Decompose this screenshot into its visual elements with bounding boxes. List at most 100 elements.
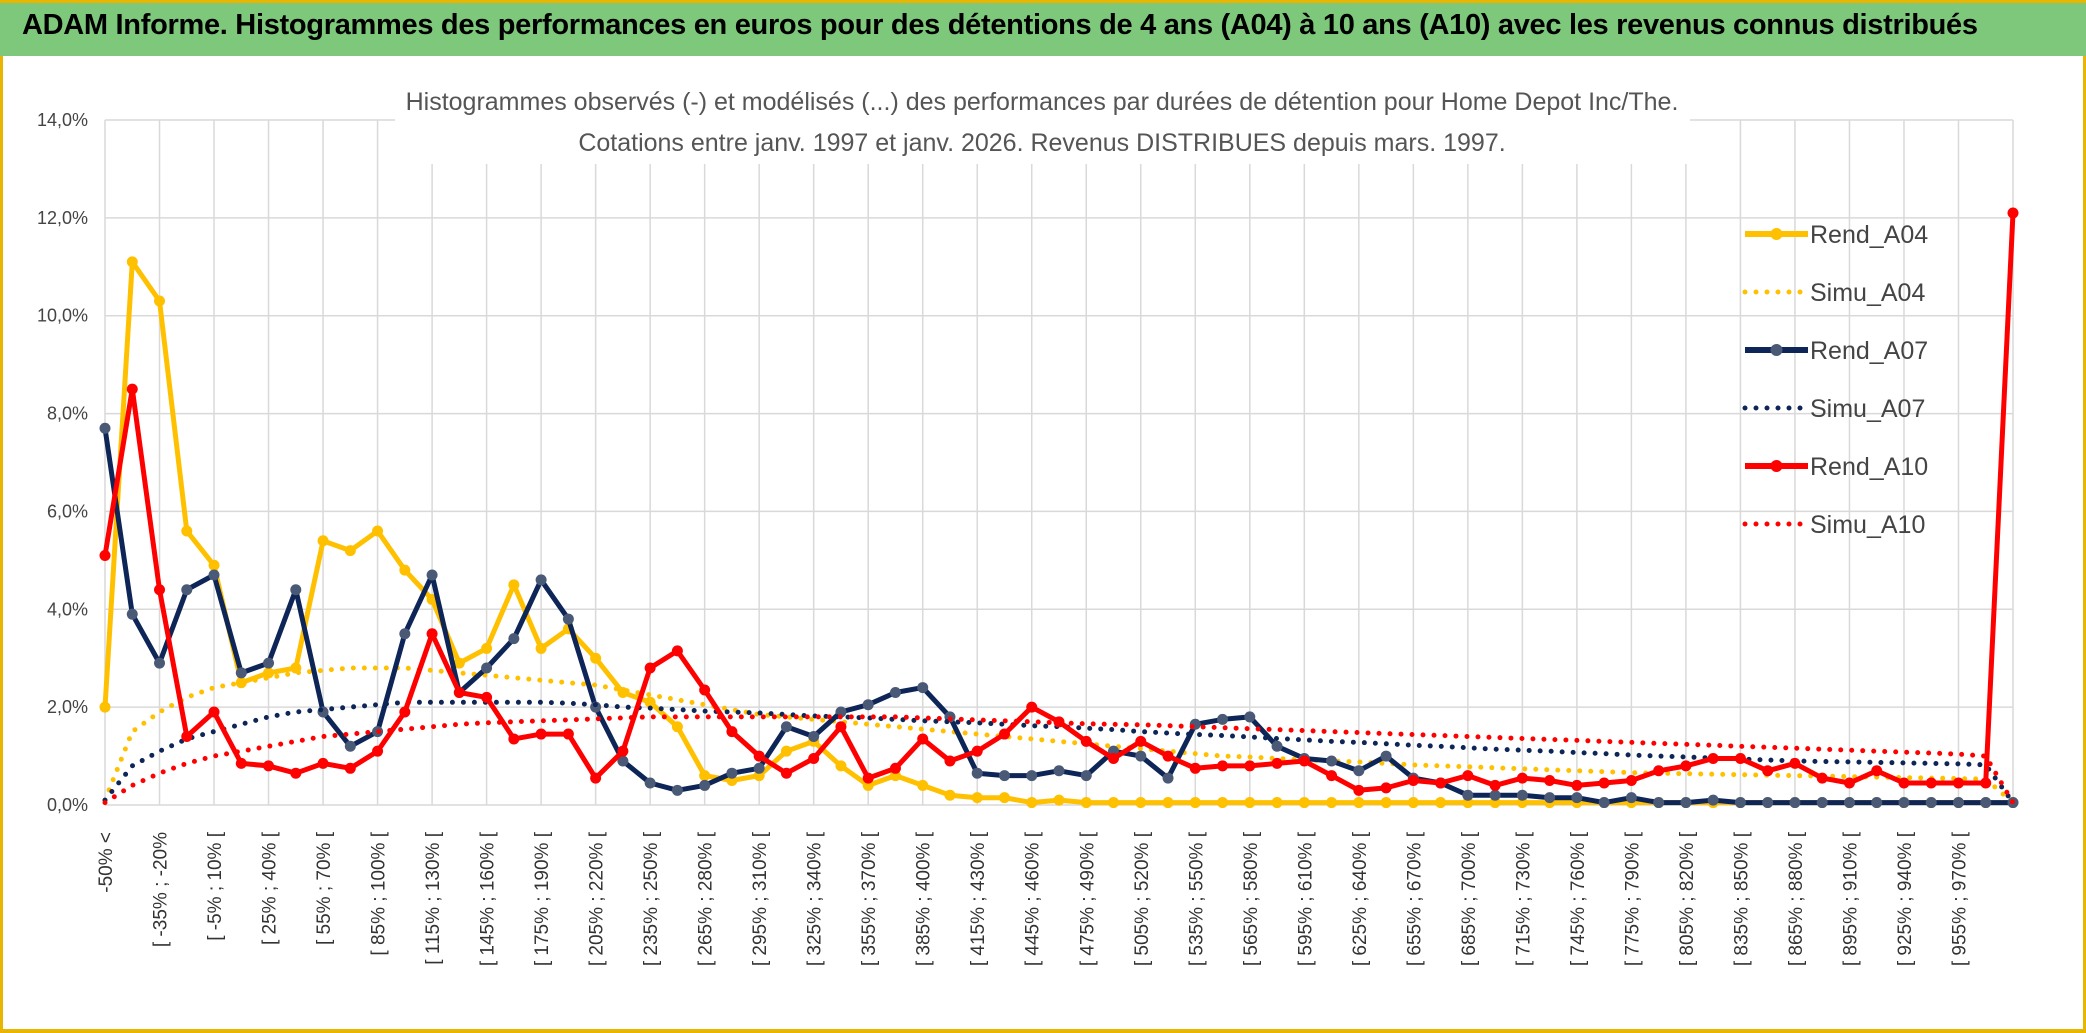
data-point [1952, 777, 1964, 789]
x-tick-label: [ 55% ; 70% [ [314, 831, 335, 945]
data-point [998, 728, 1010, 740]
data-point [1271, 797, 1283, 809]
legend-item-rend-a10[interactable]: Rend_A10 [1745, 453, 1928, 481]
data-point [317, 535, 329, 547]
data-point [808, 731, 820, 742]
data-point [862, 699, 874, 711]
data-point [753, 750, 765, 762]
data-point [235, 757, 247, 769]
x-tick-label: [ 715% ; 730% [ [1513, 831, 1534, 966]
data-point [1326, 770, 1338, 782]
data-point [1326, 797, 1338, 809]
data-point [753, 762, 765, 774]
data-point [181, 525, 193, 537]
data-point [1680, 797, 1692, 809]
data-point [590, 772, 602, 784]
data-point [726, 726, 738, 738]
data-point [590, 652, 602, 664]
data-point [1162, 772, 1174, 784]
data-point [1244, 760, 1256, 772]
data-point [1898, 797, 1910, 809]
legend-item-rend-a07[interactable]: Rend_A07 [1745, 337, 1928, 365]
data-point [1407, 775, 1419, 787]
data-point [1271, 740, 1283, 752]
data-point [1217, 713, 1229, 725]
y-axis-tick-labels: 0,0% 2,0% 4,0% 6,0% 8,0% 10,0% 12,0% 14,0% [37, 110, 88, 815]
data-point [1653, 797, 1665, 809]
data-point [1189, 762, 1201, 774]
data-point [1762, 797, 1774, 809]
data-point [508, 633, 520, 645]
x-tick-label: [ 805% ; 820% [ [1677, 831, 1698, 966]
data-point [1980, 777, 1992, 789]
page-title: ADAM Informe. Histogrammes des performan… [22, 9, 1978, 41]
data-point [2007, 207, 2019, 219]
x-tick-label: [ 595% ; 610% [ [1295, 831, 1316, 966]
data-point [453, 657, 465, 669]
x-tick-label: [ 955% ; 970% [ [1949, 831, 1970, 966]
data-point [535, 574, 547, 586]
data-point [944, 789, 956, 801]
data-point [835, 721, 847, 733]
data-point [481, 691, 493, 703]
data-point [1843, 797, 1855, 809]
data-point [644, 777, 656, 789]
data-point [808, 753, 820, 765]
data-point [1952, 797, 1964, 809]
x-tick-label: [ -5% ; 10% [ [205, 831, 226, 940]
x-tick-label: [ 25% ; 40% [ [260, 831, 281, 945]
legend-item-simu-a04[interactable]: Simu_A04 [1742, 279, 1925, 307]
data-point [126, 256, 138, 268]
data-point [372, 525, 384, 537]
data-point [780, 745, 792, 757]
data-point [317, 757, 329, 769]
data-point [508, 733, 520, 745]
data-point [399, 564, 411, 576]
chart-frame [0, 56, 2086, 1033]
data-point [1925, 797, 1937, 809]
data-point [1625, 775, 1637, 787]
data-point [1489, 789, 1501, 801]
y-tick-label: 12,0% [37, 208, 88, 228]
legend-marker [1770, 344, 1783, 356]
data-point [1380, 797, 1392, 809]
data-point [699, 770, 711, 782]
data-point [1108, 797, 1120, 809]
data-point [971, 745, 983, 757]
data-point [644, 662, 656, 674]
data-point [644, 696, 656, 708]
legend-item-rend-a04[interactable]: Rend_A04 [1745, 221, 1928, 249]
data-point [290, 584, 302, 596]
legend-item-simu-a10[interactable]: Simu_A10 [1742, 511, 1925, 539]
data-point [1026, 770, 1038, 782]
legend[interactable]: Rend_A04 Simu_A04 Rend_A07 Simu_A07 Rend_A10… [1742, 221, 1928, 539]
data-point [99, 549, 111, 561]
data-point [889, 686, 901, 698]
data-point [1898, 777, 1910, 789]
data-point [889, 762, 901, 774]
data-point [535, 642, 547, 654]
y-tick-label: 6,0% [47, 501, 88, 521]
data-point [1816, 797, 1828, 809]
data-point [208, 559, 220, 571]
x-tick-label: [ 565% ; 580% [ [1241, 831, 1262, 966]
data-point [1571, 792, 1583, 804]
y-tick-label: 4,0% [47, 599, 88, 619]
legend-label: Simu_A10 [1810, 511, 1925, 539]
legend-label: Rend_A10 [1810, 453, 1928, 481]
data-point [1380, 782, 1392, 794]
y-tick-label: 2,0% [47, 697, 88, 717]
series-layer [99, 207, 2019, 809]
data-point [1816, 772, 1828, 784]
data-point [399, 628, 411, 640]
data-point [1734, 797, 1746, 809]
data-point [1298, 797, 1310, 809]
data-point [154, 657, 166, 669]
x-tick-label: [ 655% ; 670% [ [1404, 831, 1425, 966]
x-tick-label: [ 745% ; 760% [ [1568, 831, 1589, 966]
legend-item-simu-a07[interactable]: Simu_A07 [1742, 395, 1925, 423]
data-point [1707, 753, 1719, 765]
data-point [1407, 797, 1419, 809]
banner: ADAM Informe. Histogrammes des performan… [0, 0, 2086, 56]
data-point [780, 767, 792, 779]
